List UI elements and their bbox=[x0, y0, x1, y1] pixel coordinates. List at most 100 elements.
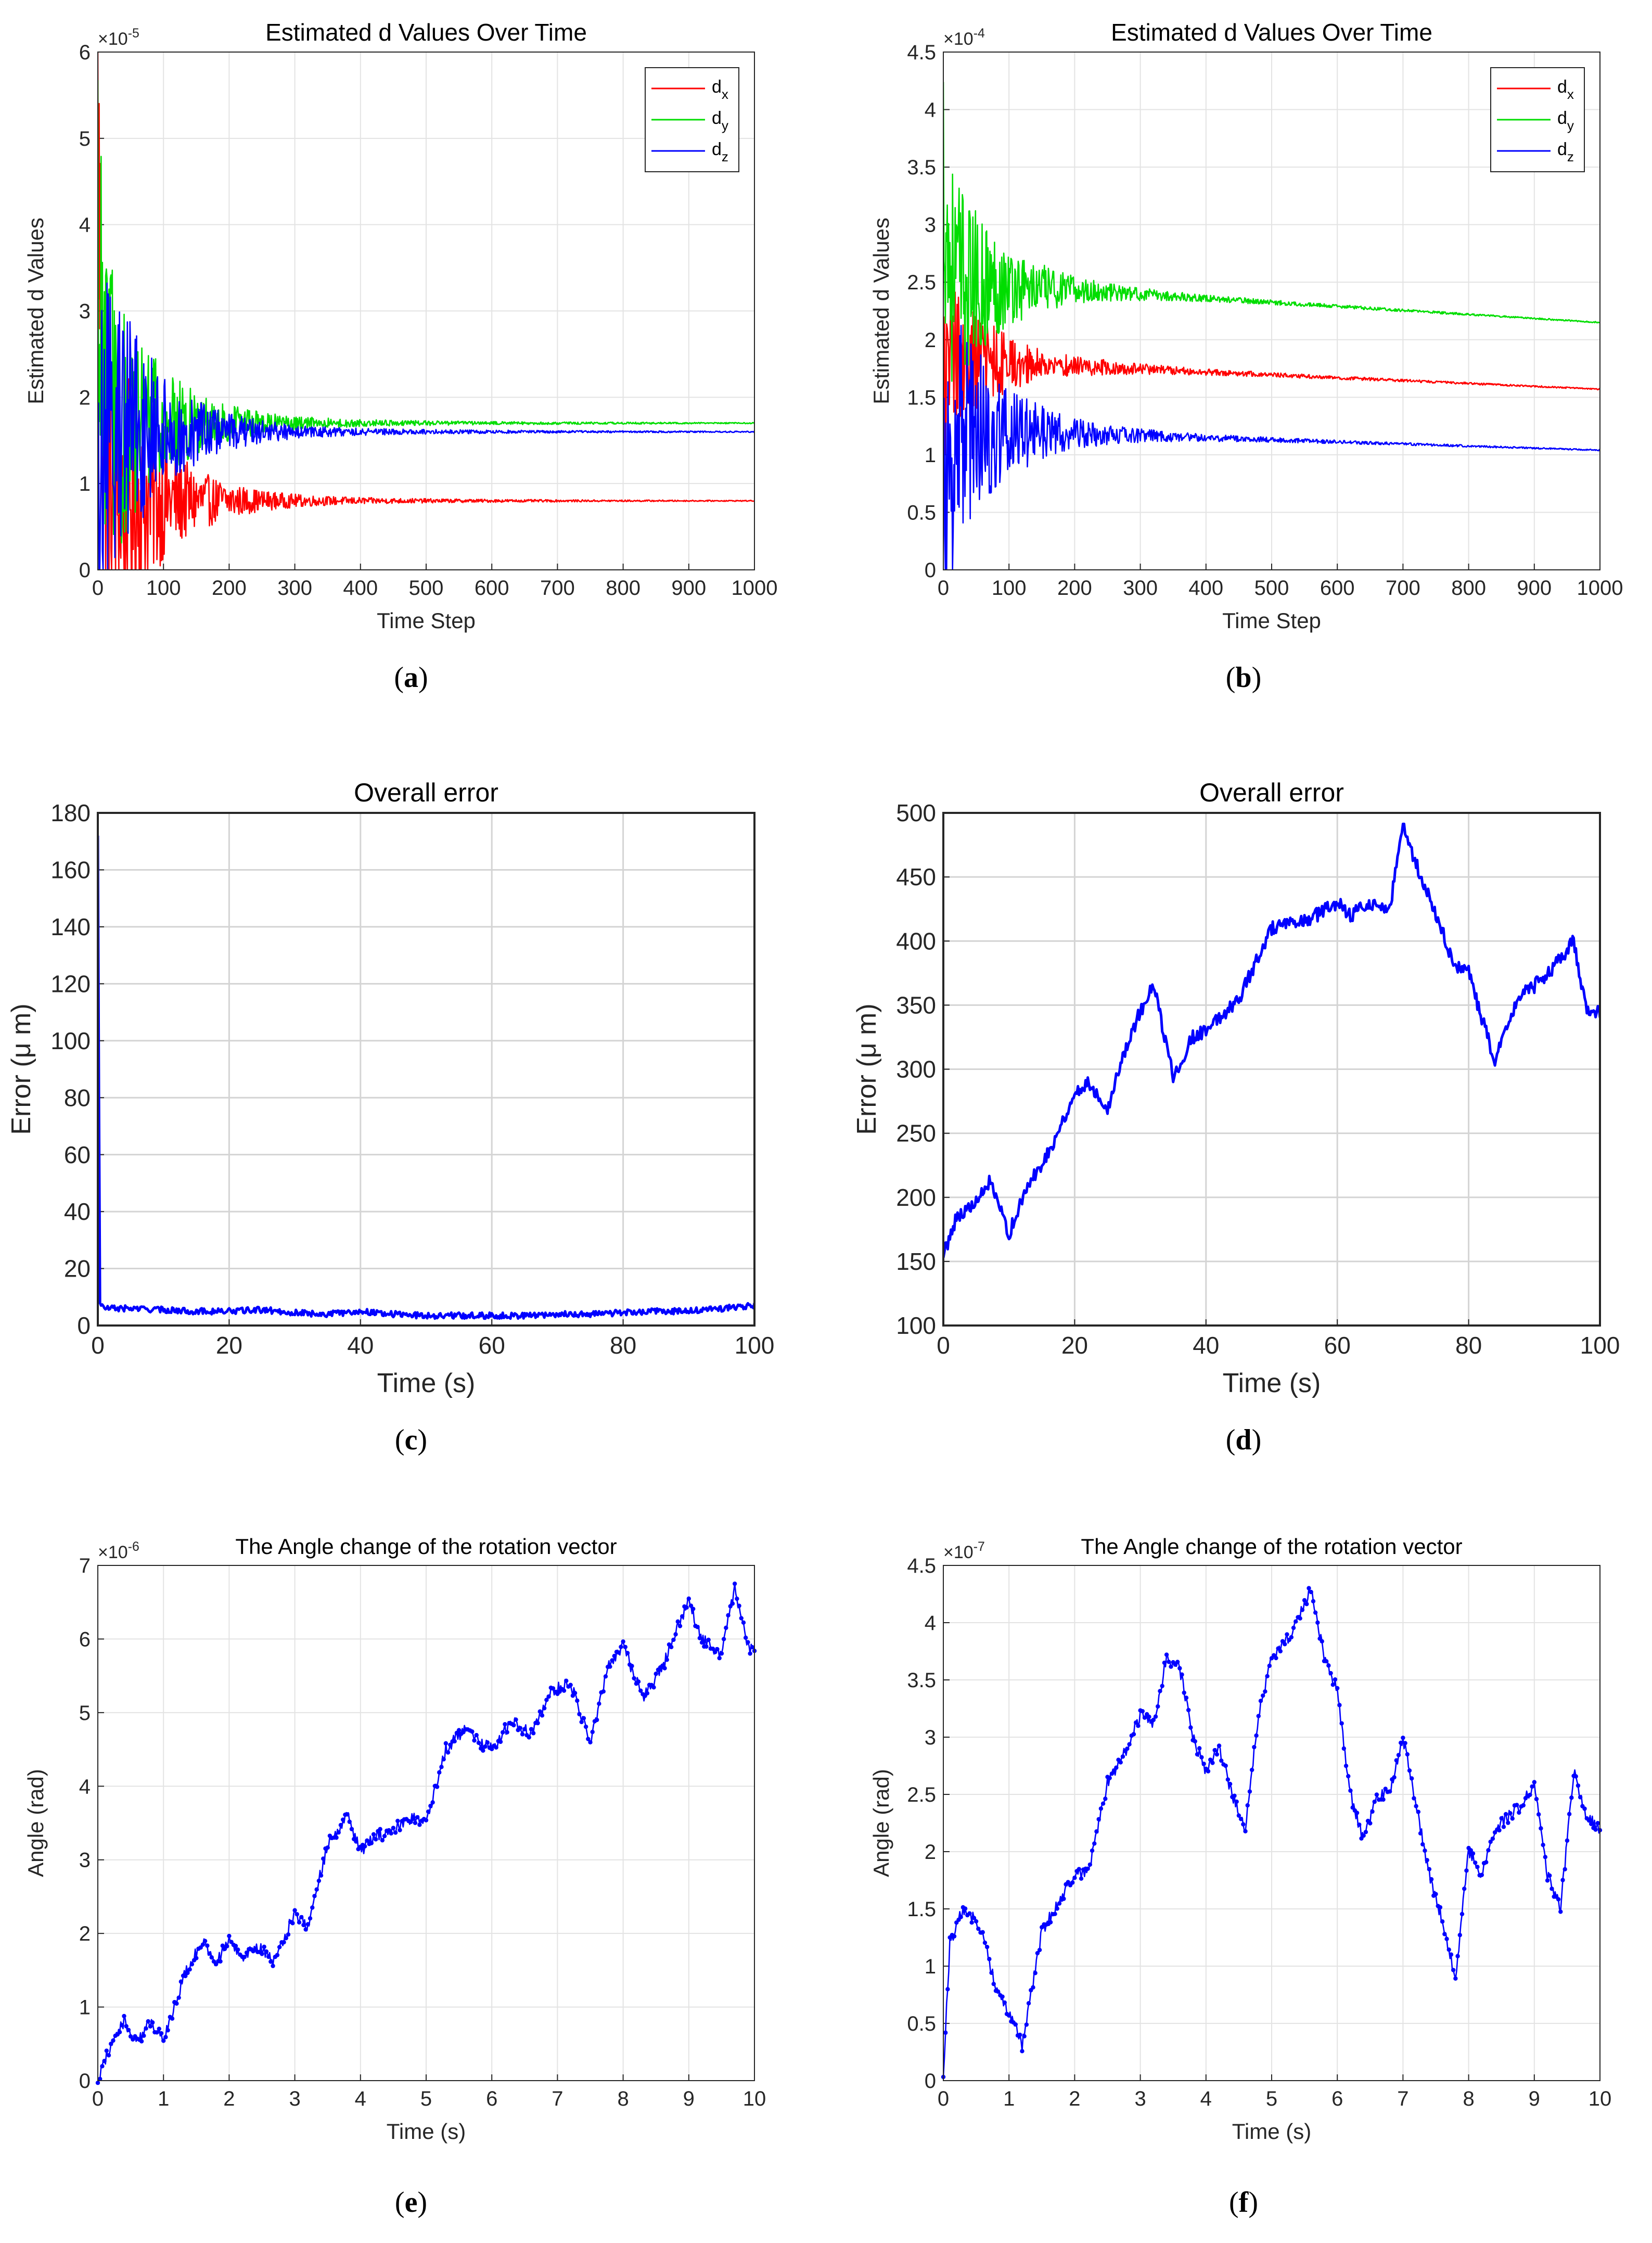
y-tick-label: 400 bbox=[896, 927, 936, 954]
data-point bbox=[301, 1922, 306, 1928]
data-point bbox=[1357, 1822, 1362, 1827]
data-point bbox=[1578, 1795, 1583, 1800]
data-point bbox=[1449, 1952, 1454, 1957]
data-point bbox=[424, 1818, 429, 1823]
x-tick-label: 900 bbox=[671, 577, 706, 600]
y-exponent-label: ×10-5 bbox=[98, 27, 139, 49]
data-point bbox=[1595, 1821, 1600, 1826]
data-point bbox=[1002, 2000, 1007, 2005]
data-point bbox=[1162, 1660, 1167, 1665]
data-point bbox=[987, 1957, 992, 1961]
data-point bbox=[1164, 1652, 1169, 1657]
x-tick-label: 60 bbox=[1324, 1332, 1351, 1359]
data-point bbox=[338, 1823, 343, 1828]
data-point bbox=[741, 1620, 746, 1625]
y-tick-label: 4.5 bbox=[907, 41, 936, 64]
data-point bbox=[730, 1601, 735, 1606]
data-point bbox=[1459, 1911, 1465, 1917]
data-point bbox=[980, 1930, 985, 1935]
data-point bbox=[750, 1645, 754, 1650]
data-point bbox=[1024, 2022, 1029, 2027]
data-point bbox=[697, 1636, 702, 1640]
data-point bbox=[1567, 1812, 1572, 1816]
data-point bbox=[1037, 1947, 1042, 1953]
y-axis-label: Estimated d Values bbox=[869, 218, 893, 404]
data-point bbox=[1048, 1920, 1053, 1925]
data-point bbox=[1403, 1741, 1407, 1745]
data-point bbox=[594, 1717, 599, 1723]
data-point bbox=[452, 1739, 457, 1744]
data-point bbox=[481, 1748, 485, 1753]
data-point bbox=[1216, 1743, 1222, 1748]
y-tick-label: 1 bbox=[79, 473, 91, 495]
data-point bbox=[1125, 1747, 1130, 1751]
caption-letter-d: d bbox=[1235, 1424, 1252, 1456]
y-tick-label: 450 bbox=[896, 863, 936, 890]
data-point bbox=[391, 1826, 396, 1830]
data-point bbox=[1547, 1873, 1552, 1878]
data-point bbox=[398, 1828, 402, 1832]
data-point bbox=[1444, 1936, 1449, 1941]
data-point bbox=[286, 1932, 291, 1937]
data-point bbox=[1201, 1762, 1206, 1766]
data-point bbox=[527, 1735, 531, 1740]
data-point bbox=[984, 1944, 990, 1949]
data-point bbox=[974, 1919, 979, 1924]
data-point bbox=[262, 1944, 266, 1949]
data-point bbox=[1427, 1867, 1432, 1871]
data-point bbox=[297, 1920, 302, 1925]
data-point bbox=[1514, 1803, 1519, 1807]
data-point bbox=[1151, 1717, 1156, 1723]
data-point bbox=[476, 1740, 481, 1745]
data-point bbox=[430, 1800, 435, 1805]
y-tick-label: 60 bbox=[64, 1141, 91, 1168]
data-point bbox=[415, 1815, 420, 1820]
data-point bbox=[185, 1970, 190, 1976]
data-point bbox=[1309, 1589, 1313, 1595]
x-tick-label: 0 bbox=[938, 2087, 949, 2110]
data-point bbox=[202, 1939, 208, 1943]
data-point bbox=[1418, 1831, 1423, 1836]
data-point bbox=[623, 1645, 628, 1649]
data-point bbox=[122, 2013, 126, 2019]
data-point bbox=[1225, 1777, 1231, 1782]
data-point bbox=[1464, 1868, 1469, 1873]
data-point bbox=[1175, 1660, 1180, 1664]
x-tick-label: 40 bbox=[1193, 1332, 1219, 1359]
y-tick-label: 250 bbox=[896, 1120, 936, 1147]
data-point bbox=[1022, 2034, 1027, 2038]
data-point bbox=[677, 1624, 683, 1628]
legend-label-dz: dz bbox=[712, 139, 728, 164]
x-tick-label: 400 bbox=[1188, 577, 1223, 600]
data-point bbox=[1007, 2013, 1011, 2018]
data-point bbox=[1147, 1714, 1151, 1719]
data-point bbox=[520, 1732, 525, 1737]
x-axis-label: Time (s) bbox=[387, 2119, 466, 2144]
x-tick-label: 800 bbox=[1451, 577, 1486, 600]
data-point bbox=[1394, 1758, 1399, 1763]
x-tick-label: 6 bbox=[486, 2087, 497, 2110]
data-point bbox=[732, 1581, 737, 1586]
series-line-dz bbox=[943, 325, 1600, 570]
data-point bbox=[1521, 1803, 1526, 1808]
x-axis-label: Time (s) bbox=[377, 1368, 476, 1398]
y-tick-label: 0 bbox=[79, 559, 91, 582]
x-tick-label: 400 bbox=[343, 577, 378, 600]
data-point bbox=[1425, 1858, 1429, 1863]
data-point bbox=[393, 1830, 398, 1835]
data-point bbox=[371, 1832, 376, 1837]
data-point bbox=[290, 1921, 295, 1926]
x-tick-label: 1000 bbox=[1577, 577, 1623, 600]
data-point bbox=[363, 1844, 367, 1849]
x-tick-label: 200 bbox=[212, 577, 247, 600]
data-point bbox=[100, 2064, 105, 2069]
x-tick-label: 80 bbox=[1455, 1332, 1482, 1359]
data-point bbox=[1167, 1660, 1171, 1664]
data-point bbox=[369, 1841, 374, 1845]
data-point bbox=[583, 1724, 588, 1729]
data-point bbox=[1582, 1806, 1587, 1811]
data-point bbox=[1184, 1696, 1189, 1700]
data-point bbox=[579, 1719, 584, 1725]
data-point bbox=[1265, 1674, 1270, 1678]
data-point bbox=[470, 1729, 475, 1734]
